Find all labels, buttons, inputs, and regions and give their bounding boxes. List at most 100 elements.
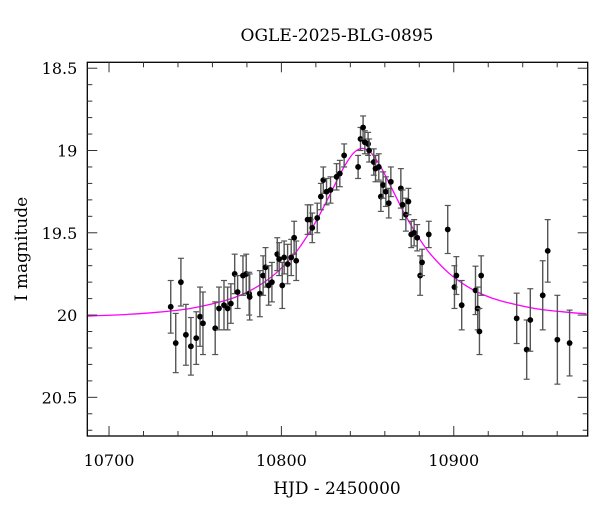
data-point-group [327,176,334,204]
data-point-group [215,286,222,331]
data-point-group [399,189,406,221]
data-point-group [387,166,394,198]
x-tick-label: 10700 [84,451,135,470]
data-point [414,234,421,241]
data-point-group [234,274,241,310]
data-point [314,215,321,221]
data-point [360,124,366,131]
data-point [444,226,451,233]
data-point [227,300,234,307]
data-point-group [375,153,382,181]
data-point-group [527,288,534,352]
data-point-group [341,143,348,168]
data-point-group [513,292,520,345]
data-point-group [336,159,343,188]
data-point [554,336,561,343]
data-point-group [444,204,451,255]
data-point-group [284,243,291,285]
data-point-group [566,309,573,377]
data-point-group [544,219,551,283]
data-point-group [224,286,231,331]
data-point [472,287,479,294]
data-point-group [167,279,174,334]
data-point-group [478,255,485,296]
axes: 10700 10800 10900 18.5 19 19.5 20 20.5 [42,59,589,470]
data-point [478,272,485,279]
y-tick-label: 19.5 [42,224,78,243]
data-point-group [246,273,253,321]
data-point-group [355,154,362,180]
data-point [291,234,298,241]
data-point [288,254,295,261]
data-point [411,229,418,236]
data-point-group [268,261,275,303]
data-point-group [411,219,418,247]
data-point [269,279,275,286]
data-point [419,259,425,266]
data-point [453,272,460,279]
data-point [513,315,520,322]
data-point-group [405,187,412,216]
data-point [387,178,394,185]
data-point-group [476,307,483,356]
data-point [197,313,203,320]
data-point [279,282,286,289]
data-point-group [314,202,321,234]
y-axis-label: I magnitude [12,197,32,301]
data-point-group [382,176,389,208]
y-tick-label: 19 [57,142,77,161]
data-point [336,170,343,177]
data-point [234,289,241,295]
data-point [539,292,546,299]
data-point-group [281,240,288,275]
data-point-group [425,220,432,249]
data-point-group [361,130,368,155]
data-point-group [220,279,227,331]
data-point [284,261,291,267]
data-point-group [199,291,206,356]
data-point-group [256,270,263,318]
data-point [187,343,194,350]
data-point [327,187,334,193]
data-point [317,193,324,200]
x-tick-label: 10900 [428,451,479,470]
data-point [366,147,373,154]
data-point-group [187,316,194,376]
x-tick-label: 10800 [256,451,307,470]
data-point [216,305,222,312]
data-point-group [419,248,426,277]
y-tick-label: 20.5 [42,388,78,407]
data-point [566,340,573,346]
data-point-group [293,240,300,282]
data-point [193,335,200,341]
data-point-group [539,260,546,331]
data-point [399,201,406,208]
data-point [375,164,382,170]
data-point [200,320,206,327]
y-tick-label: 20 [57,306,77,325]
y-tick-label: 18.5 [42,59,78,78]
data-point-group [227,283,234,324]
data-point [476,328,483,335]
data-point-group [197,286,204,347]
data-point-group [172,312,179,374]
data-point-group [193,311,200,366]
data-point [182,331,189,338]
x-axis-label: HJD - 2450000 [273,479,401,499]
data-point [276,256,283,263]
data-point-group [231,253,238,295]
data-point [224,305,231,312]
data-point-group [276,242,283,277]
data-point-group [453,256,460,296]
data-point [382,188,389,195]
data-point [527,317,534,323]
data-point-group [288,238,295,277]
data-point-group [309,212,316,244]
data-point-group [414,223,421,252]
data-point [172,340,179,346]
data-point [177,279,184,286]
data-point [309,224,316,231]
data-point [341,152,348,159]
data-point-group [265,265,272,306]
data-point [293,257,300,264]
